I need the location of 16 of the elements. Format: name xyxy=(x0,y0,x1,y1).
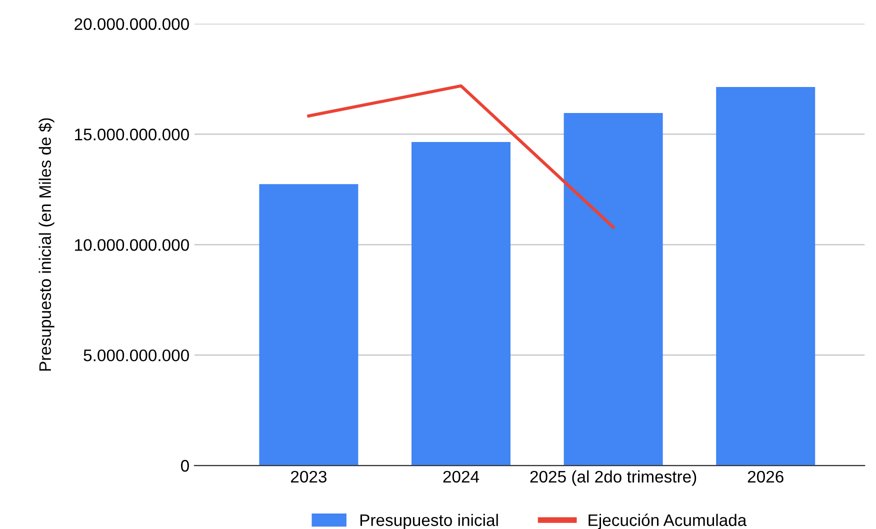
x-tick-label: 2026 xyxy=(748,470,784,483)
bar xyxy=(412,142,511,466)
y-tick-label: 5.000.000.000 xyxy=(84,349,189,362)
x-tick-label: 2025 (al 2do trimestre) xyxy=(530,470,696,486)
y-tick-label: 0 xyxy=(180,460,189,472)
legend-label: Presupuesto inicial xyxy=(360,514,498,529)
y-axis-title: Presupuesto inicial (en Miles de $) xyxy=(38,118,54,371)
bar xyxy=(716,86,816,466)
y-tick-label: 15.000.000.000 xyxy=(75,128,189,140)
bar xyxy=(259,184,358,466)
bar xyxy=(564,113,663,466)
y-tick-label: 10.000.000.000 xyxy=(75,239,189,251)
legend-label: Ejecución Acumulada xyxy=(588,514,747,529)
x-tick-label: 2023 xyxy=(291,470,327,483)
y-tick-label: 20.000.000.000 xyxy=(74,18,189,30)
x-tick-label: 2024 xyxy=(443,470,480,483)
